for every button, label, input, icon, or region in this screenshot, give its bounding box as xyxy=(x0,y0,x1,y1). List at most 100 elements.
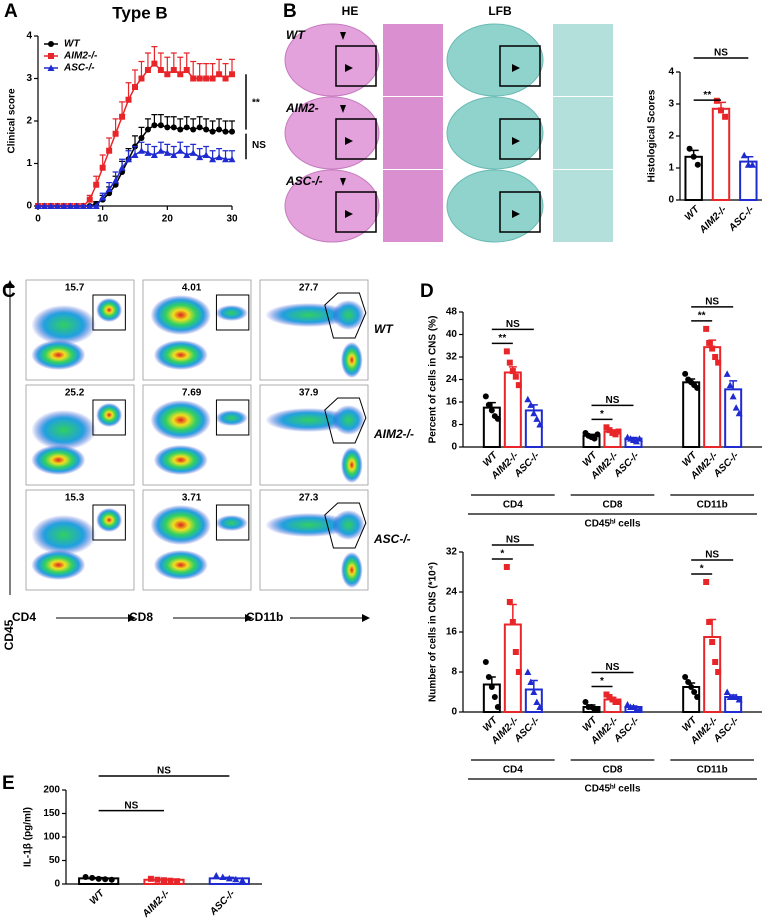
marker xyxy=(138,135,145,141)
marker xyxy=(723,688,731,695)
marker xyxy=(594,706,601,713)
zoom-box xyxy=(335,45,377,87)
density xyxy=(153,550,208,580)
marker xyxy=(190,126,197,133)
marker xyxy=(688,684,695,690)
marker xyxy=(209,128,216,135)
marker xyxy=(131,151,139,158)
lfb-section xyxy=(446,23,544,97)
marker xyxy=(183,124,190,131)
marker xyxy=(527,678,535,685)
marker xyxy=(530,409,538,417)
marker xyxy=(222,155,230,163)
legend-label: AIM2-/- xyxy=(63,51,98,62)
marker xyxy=(694,694,701,700)
group-label: CD4 xyxy=(503,765,523,776)
density xyxy=(265,513,352,537)
y-axis-label: Clinical score xyxy=(7,88,18,153)
marker xyxy=(183,151,191,158)
marker xyxy=(151,60,158,67)
density xyxy=(96,508,123,532)
marker xyxy=(748,161,756,168)
arrowhead xyxy=(345,137,353,145)
significance-label: NS xyxy=(606,395,620,406)
y-tick-label: 16 xyxy=(446,397,458,408)
arrowhead xyxy=(512,64,520,72)
group-label: CD4 xyxy=(503,500,523,511)
marker xyxy=(488,684,495,690)
y-tick-label: 4 xyxy=(26,31,32,42)
density xyxy=(96,403,123,427)
marker xyxy=(196,75,203,82)
panel-label: B xyxy=(283,1,297,22)
marker xyxy=(503,348,510,355)
row-label: ASC-/- xyxy=(285,174,323,188)
significance-label: ** xyxy=(498,333,506,344)
marker xyxy=(694,161,701,168)
y-tick-label: 1 xyxy=(668,163,674,174)
density xyxy=(265,303,352,327)
marker xyxy=(228,155,236,163)
marker xyxy=(536,703,544,710)
marker xyxy=(491,694,498,700)
marker xyxy=(740,151,748,159)
marker xyxy=(66,202,74,209)
marker xyxy=(163,149,171,156)
marker xyxy=(170,151,178,158)
bar xyxy=(482,406,501,448)
gate xyxy=(324,292,367,339)
marker xyxy=(485,674,492,680)
y-tick-label: 48 xyxy=(446,307,458,318)
marker xyxy=(594,431,601,438)
bar xyxy=(503,623,522,713)
gate-value: 27.3 xyxy=(299,493,319,504)
marker xyxy=(157,122,164,129)
marker xyxy=(86,202,94,209)
gate xyxy=(92,399,126,436)
marker xyxy=(99,194,107,201)
density xyxy=(332,510,365,540)
gate xyxy=(215,294,250,331)
marker xyxy=(509,619,516,625)
marker xyxy=(582,699,589,705)
density xyxy=(150,505,212,545)
marker xyxy=(685,679,692,685)
marker xyxy=(219,873,227,880)
marker xyxy=(183,67,190,73)
marker xyxy=(48,53,54,59)
marker xyxy=(706,339,713,346)
density xyxy=(341,447,363,483)
marker xyxy=(515,669,522,675)
marker xyxy=(147,875,154,882)
y-tick-label: 2 xyxy=(26,116,32,127)
density xyxy=(215,410,248,426)
density xyxy=(215,305,248,321)
x-axis-label: CD8 xyxy=(129,610,153,624)
x-tick-label: 20 xyxy=(162,214,174,225)
significance-label: NS xyxy=(506,535,520,546)
gate-value: 27.7 xyxy=(299,283,319,294)
row-label: ASC-/- xyxy=(373,532,411,546)
marker xyxy=(95,875,102,882)
y-tick-label: 32 xyxy=(446,547,458,558)
y-tick-label: 16 xyxy=(446,627,458,638)
marker xyxy=(515,382,522,389)
density xyxy=(31,550,86,580)
marker xyxy=(229,128,235,135)
x-tick-label: AIM2-/- xyxy=(140,888,173,921)
x-tick-label: ASC-/- xyxy=(207,888,238,919)
gate-value: 4.01 xyxy=(182,283,202,294)
marker xyxy=(735,696,743,703)
marker xyxy=(93,181,100,188)
lfb-section xyxy=(446,96,544,170)
marker xyxy=(112,130,119,137)
significance-label: NS xyxy=(124,800,138,811)
gate-value: 15.7 xyxy=(65,283,85,294)
density xyxy=(31,340,86,370)
marker xyxy=(99,164,106,171)
y-axis-label: IL-1β (pg/ml) xyxy=(23,807,34,867)
marker xyxy=(102,876,109,883)
marker xyxy=(92,202,100,209)
marker xyxy=(215,153,223,161)
marker xyxy=(682,674,689,680)
